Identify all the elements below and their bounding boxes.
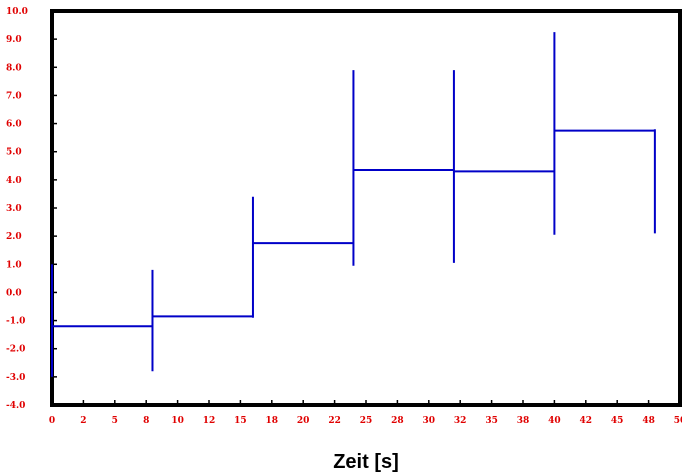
y-tick-label: -3.0 (6, 373, 25, 383)
y-tick-label: 1.0 (6, 260, 22, 270)
x-tick-label: 2 (80, 416, 86, 426)
x-axis-ticks: 02581012151820222528303235384042454850 (49, 400, 682, 426)
x-tick-label: 20 (297, 416, 310, 426)
y-tick-label: 7.0 (6, 91, 22, 101)
y-tick-label: -4.0 (6, 401, 25, 411)
y-axis-ticks: 10.0 9.0 8.0 7.0 6.0 5.0 4.0 3.0 2.0 1.0 0.0 -1.0 -2… (6, 7, 57, 411)
y-tick-label: 5.0 (6, 148, 22, 158)
y-tick-label: 8.0 (6, 63, 22, 73)
y-tick-label: 9.0 (6, 35, 22, 45)
x-tick-label: 10 (171, 416, 184, 426)
x-tick-label: 40 (548, 416, 561, 426)
y-tick-label: 0.0 (6, 288, 22, 298)
x-tick-label: 50 (674, 416, 682, 426)
x-tick-label: 0 (49, 416, 55, 426)
x-tick-label: 28 (391, 416, 404, 426)
y-tick-label: 2.0 (6, 232, 22, 242)
x-tick-label: 45 (611, 416, 624, 426)
x-tick-label: 5 (112, 416, 118, 426)
x-tick-label: 15 (234, 416, 247, 426)
x-tick-label: 22 (328, 416, 341, 426)
y-tick-label: -1.0 (6, 317, 25, 327)
y-tick-label: 6.0 (6, 120, 22, 130)
x-axis-label: Zeit [s] (333, 451, 399, 473)
series-step-line (51, 32, 656, 377)
x-tick-label: 32 (454, 416, 467, 426)
plot-frame (50, 9, 682, 407)
x-tick-label: 35 (485, 416, 498, 426)
x-tick-label: 12 (203, 416, 216, 426)
x-tick-label: 48 (642, 416, 655, 426)
y-tick-label: 3.0 (6, 204, 22, 214)
x-tick-label: 42 (580, 416, 593, 426)
y-tick-label: -2.0 (6, 345, 25, 355)
x-tick-label: 18 (266, 416, 279, 426)
y-tick-label: 10.0 (6, 7, 28, 17)
y-tick-label: 4.0 (6, 176, 22, 186)
x-tick-label: 38 (517, 416, 530, 426)
x-tick-label: 30 (423, 416, 436, 426)
x-tick-label: 25 (360, 416, 373, 426)
x-tick-label: 8 (143, 416, 149, 426)
